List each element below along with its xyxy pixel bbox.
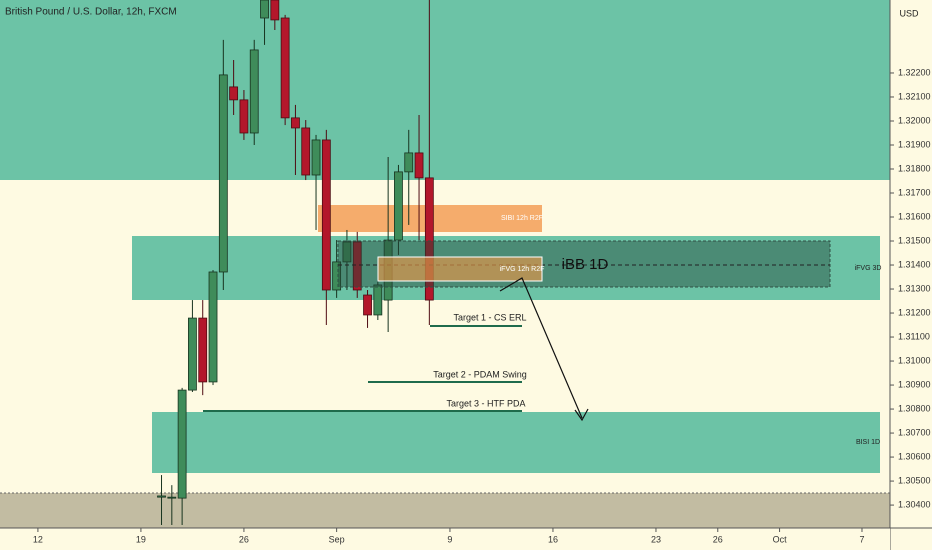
candle-body — [414, 152, 424, 179]
candle-body — [270, 0, 280, 21]
zone — [152, 412, 880, 473]
x-tick-label: 26 — [713, 534, 723, 544]
candle-body — [239, 99, 249, 134]
zones — [0, 0, 890, 528]
candle-body — [332, 261, 342, 291]
x-tick-label: Sep — [329, 534, 345, 544]
x-tick-label: Oct — [773, 534, 788, 544]
zone — [0, 493, 890, 528]
arrow-head — [574, 408, 589, 422]
candle-body — [198, 317, 208, 383]
zone — [0, 0, 890, 180]
annotation: BISI 1D — [856, 439, 880, 446]
candle-body — [311, 139, 321, 176]
axis-labels: 1.32200 1.32100 1.32000 1.31900 1.31800 1.317… — [33, 67, 931, 544]
candle-body — [404, 152, 414, 173]
candles — [157, 0, 434, 525]
candle-body — [394, 171, 403, 241]
currency-label: USD — [899, 8, 919, 18]
candle-body — [177, 389, 187, 499]
y-tick-label: 1.31500 — [898, 235, 931, 245]
candle-body — [321, 139, 331, 291]
x-tick-label: 12 — [33, 534, 43, 544]
candle-body — [424, 177, 434, 301]
annotation: Target 3 - HTF PDA — [446, 398, 525, 408]
y-tick-label: 1.31000 — [898, 355, 931, 365]
arrow — [499, 277, 583, 419]
y-tick-label: 1.32200 — [898, 67, 931, 77]
candle-body — [167, 496, 177, 499]
x-tick-label: 26 — [239, 534, 249, 544]
y-tick-label: 1.31400 — [898, 259, 931, 269]
annotation: iFVG 3D — [855, 265, 882, 272]
x-tick-label: 16 — [548, 534, 558, 544]
y-tick-label: 1.31800 — [898, 163, 931, 173]
annotation: SIBI 12h R2F — [501, 215, 543, 222]
candle-body — [208, 271, 218, 383]
candle-body — [363, 294, 372, 316]
y-tick-label: 1.31700 — [898, 187, 931, 197]
y-tick-label: 1.32000 — [898, 115, 931, 125]
y-tick-label: 1.30400 — [898, 499, 931, 509]
price-axis — [890, 0, 932, 550]
candle-body — [280, 17, 290, 119]
x-tick-label: 19 — [136, 534, 146, 544]
y-tick-label: 1.30600 — [898, 451, 931, 461]
y-tick-label: 1.30800 — [898, 403, 931, 413]
overlays: iBB 1D SIBI 12h R2F iFVG 12h R2F iFVG 3D… — [203, 215, 881, 446]
x-tick-label: 7 — [859, 534, 864, 544]
x-tick-label: 23 — [651, 534, 661, 544]
candle-body — [352, 241, 362, 291]
y-tick-label: 1.31600 — [898, 211, 931, 221]
y-tick-label: 1.30900 — [898, 379, 931, 389]
y-tick-label: 1.31200 — [898, 307, 931, 317]
candle-body — [249, 49, 259, 134]
annotation: iBB 1D — [562, 256, 609, 273]
chart-title: British Pound / U.S. Dollar, 12h, FXCM — [5, 7, 177, 18]
time-axis — [0, 528, 890, 550]
candle-body — [260, 0, 269, 19]
candle-body — [342, 241, 352, 263]
y-tick-label: 1.30500 — [898, 475, 931, 485]
x-tick-label: 9 — [447, 534, 452, 544]
y-tick-label: 1.31900 — [898, 139, 931, 149]
candle-body — [229, 86, 239, 101]
candle-body — [373, 284, 383, 316]
y-tick-label: 1.31300 — [898, 283, 931, 293]
annotation: iFVG 12h R2F — [500, 266, 545, 273]
y-tick-label: 1.30700 — [898, 427, 931, 437]
candle-body — [301, 127, 311, 176]
y-tick-label: 1.32100 — [898, 91, 931, 101]
annotation: Target 2 - PDAM Swing — [433, 369, 527, 379]
candle-body — [188, 317, 197, 391]
annotation: Target 1 - CS ERL — [453, 312, 526, 322]
candle-body — [291, 117, 300, 129]
candle-body — [218, 74, 228, 273]
candle-body — [157, 495, 166, 498]
zone — [377, 256, 543, 282]
y-tick-label: 1.31100 — [898, 331, 930, 341]
